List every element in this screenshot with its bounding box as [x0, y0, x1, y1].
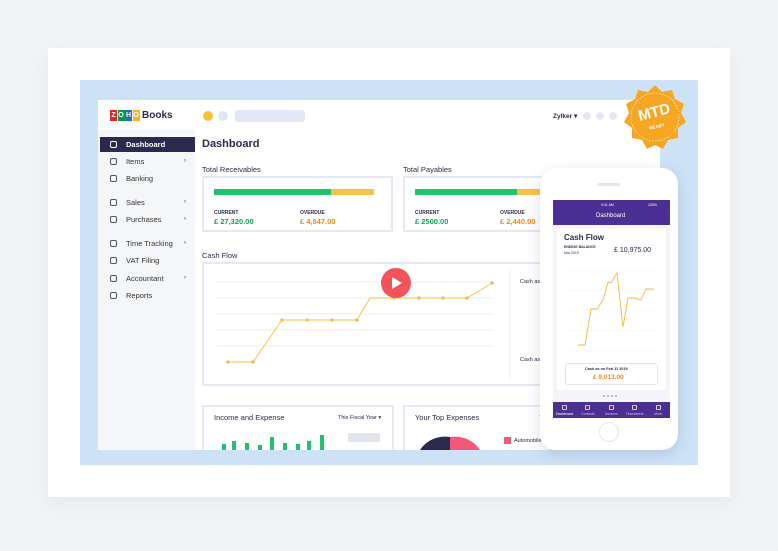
- nav-item[interactable]: Accountant ›: [100, 271, 195, 286]
- header-dot: [596, 112, 604, 120]
- tab-icon: [655, 405, 661, 410]
- nav-icon: [110, 240, 117, 247]
- current-bar: [214, 189, 331, 195]
- page-title: Dashboard: [202, 138, 260, 150]
- sidebar: [98, 130, 195, 450]
- tab[interactable]: Invoices: [604, 412, 618, 416]
- phone-card-title: Cash Flow: [564, 233, 605, 242]
- nav-icon: [110, 175, 117, 182]
- chevron: ›: [184, 216, 186, 222]
- toggle[interactable]: [348, 433, 380, 442]
- tab-icon: [632, 405, 638, 410]
- nav-icon: [110, 216, 117, 223]
- nav-icon: [110, 158, 117, 165]
- label: OVERDUE: [500, 210, 525, 216]
- cash-flow-line: [228, 282, 493, 363]
- phone-speaker: [598, 183, 620, 186]
- tab[interactable]: Dashboard: [555, 412, 574, 416]
- period-select[interactable]: This Fiscal Year ▾: [338, 415, 382, 421]
- logo-letter: O: [117, 110, 125, 121]
- home-button[interactable]: [599, 422, 619, 442]
- legend: Automobile E: [514, 438, 547, 444]
- tab-icon: [562, 405, 567, 410]
- header-dot: [203, 111, 213, 121]
- tab-icon: [608, 405, 614, 410]
- amount: £ 2,440.00: [500, 217, 536, 226]
- nav-item[interactable]: Items ›: [100, 154, 195, 169]
- chevron: ›: [184, 158, 186, 164]
- nav-item[interactable]: Reports: [100, 288, 195, 303]
- amount: £ 4,847.00: [300, 217, 336, 226]
- phone-tabbar: [553, 402, 670, 418]
- card-title: Total Receivables: [202, 165, 261, 174]
- label: CURRENT: [214, 210, 239, 216]
- logo-letter: Z: [110, 110, 117, 121]
- amount: £ 2500.00: [415, 217, 449, 226]
- tab[interactable]: Contacts: [580, 412, 595, 416]
- nav-icon: [110, 292, 117, 299]
- header-dot: [609, 112, 617, 120]
- nav-icon: [110, 141, 117, 148]
- card-title: Your Top Expenses: [415, 413, 480, 422]
- card-title: Cash Flow: [202, 251, 238, 260]
- nav-icon: [110, 275, 117, 282]
- status-time: 9:41 AM: [601, 203, 614, 207]
- legend: Cash as o: [520, 357, 545, 363]
- overdue-bar: [331, 189, 374, 195]
- ending-date: Mar 2019: [564, 251, 579, 255]
- nav-item[interactable]: Sales ›: [100, 195, 195, 210]
- nav-item[interactable]: Dashboard: [100, 137, 195, 152]
- chevron: ›: [184, 240, 186, 246]
- label: OVERDUE: [300, 210, 325, 216]
- org-name[interactable]: Zylker ▾: [553, 113, 578, 120]
- status-battery: 100%: [648, 203, 657, 207]
- cash-on-value: £ 9,013.00: [593, 374, 624, 381]
- chevron: ›: [184, 199, 186, 205]
- tab[interactable]: Timesheets: [625, 412, 644, 416]
- nav-icon: [110, 199, 117, 206]
- nav-item[interactable]: Banking: [100, 171, 195, 186]
- logo-letter: O: [132, 110, 140, 121]
- logo-letter: H: [125, 110, 132, 121]
- card-title: Total Payables: [403, 165, 452, 174]
- ending-value: £ 10,975.00: [614, 247, 651, 254]
- header-dot: [583, 112, 591, 120]
- nav-item[interactable]: Purchases ›: [100, 212, 195, 227]
- legend: Cash as o: [520, 279, 545, 285]
- nav-item[interactable]: Time Tracking ›: [100, 236, 195, 251]
- ending-label: ENDING BALANCE: [564, 245, 596, 249]
- overdue-bar: [517, 189, 547, 195]
- play-button[interactable]: [381, 268, 411, 298]
- payables-card: [403, 176, 563, 232]
- receivables-card: [202, 176, 393, 232]
- phone-header: [553, 200, 670, 225]
- cash-flow-points: [226, 281, 494, 364]
- phone-title: Dashboard: [596, 213, 626, 219]
- chevron: ›: [184, 275, 186, 281]
- tab[interactable]: More: [654, 412, 663, 416]
- product-name: Books: [142, 110, 173, 121]
- tab-icon: [585, 405, 591, 410]
- cash-flow-card: [202, 262, 552, 386]
- nav-icon: [110, 257, 117, 264]
- page-dots: [603, 395, 619, 397]
- header-dot: [218, 111, 228, 121]
- label: CURRENT: [415, 210, 440, 216]
- card-title: Income and Expense: [214, 413, 285, 422]
- app-bottom-mask: [98, 450, 660, 465]
- search-bar[interactable]: [235, 110, 305, 122]
- cash-on-label: Cash as on Feb 11 2019: [585, 367, 628, 371]
- current-bar: [415, 189, 517, 195]
- cash-on-box: [565, 363, 658, 385]
- amount: £ 27,320.00: [214, 217, 254, 226]
- nav-item[interactable]: VAT Filing: [100, 253, 195, 268]
